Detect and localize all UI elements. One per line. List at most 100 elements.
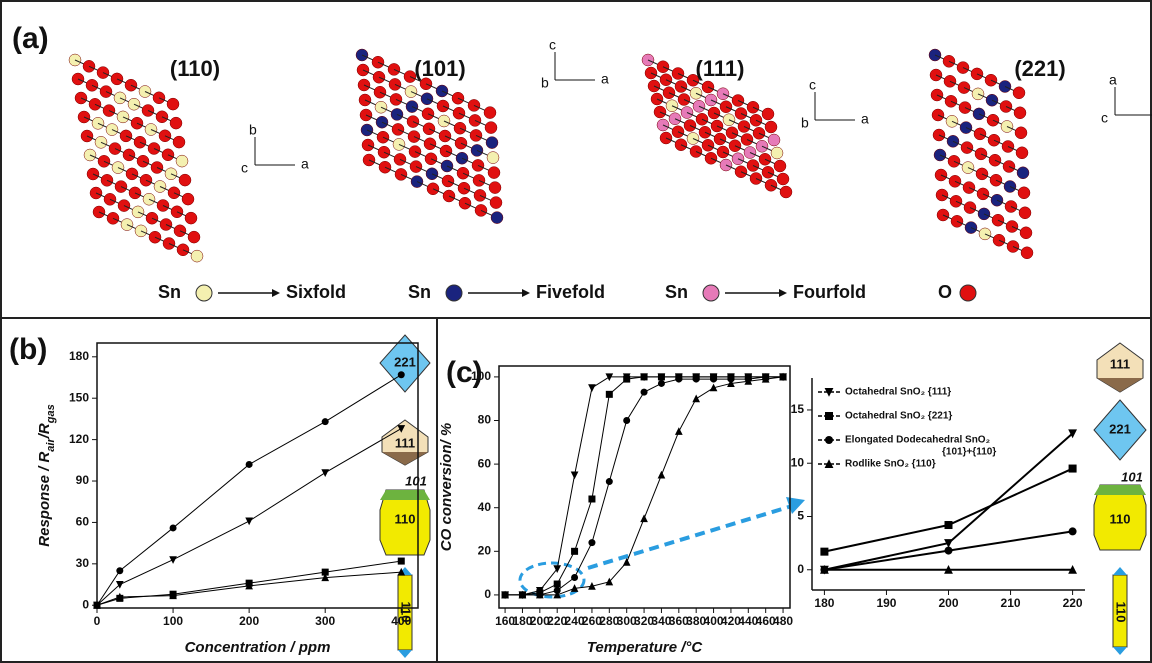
marker [571, 574, 578, 581]
legend-marker [825, 436, 833, 444]
x-axis-label: Temperature /°C [587, 639, 704, 656]
atom [1020, 227, 1032, 239]
atom [488, 167, 500, 179]
legend-label: Fivefold [536, 282, 605, 302]
y-tick-label: 10 [791, 455, 805, 469]
atom [372, 56, 384, 68]
y-tick-label: 60 [76, 515, 90, 529]
marker [641, 389, 648, 396]
x-tick-label: 220 [1063, 596, 1083, 610]
axis-letter: a [861, 111, 869, 127]
atom [191, 250, 203, 262]
figure: (a)(110)(101)(111)(221)bcacbacbaacbSnSix… [0, 0, 1152, 663]
y-tick-label: 180 [69, 349, 89, 363]
marker [675, 427, 683, 435]
atom [771, 147, 783, 159]
x-tick-label: 180 [814, 596, 834, 610]
atom [170, 117, 182, 129]
series-line [97, 429, 401, 606]
atom [774, 160, 786, 172]
atom [1016, 147, 1028, 159]
marker [1069, 465, 1077, 473]
octahedron-facet [382, 452, 428, 465]
marker [606, 391, 613, 398]
marker [588, 384, 596, 392]
marker [623, 417, 630, 424]
y-tick-label: 5 [797, 509, 804, 523]
axis-letter: c [809, 77, 816, 93]
legend-atom [196, 285, 212, 301]
legend-arrow-head [522, 289, 530, 297]
marker [170, 524, 177, 531]
plane-label: (110) [170, 56, 220, 81]
atom [489, 182, 501, 194]
zoom-arrow [588, 506, 792, 568]
marker [588, 539, 595, 546]
prism-facet [1094, 485, 1146, 495]
axis-letter: b [249, 122, 257, 138]
axis-letter: b [541, 75, 549, 91]
axis-letter: c [549, 37, 556, 53]
rod-tip [1113, 567, 1127, 575]
y-axis-label-part: /R [36, 423, 53, 439]
x-tick-label: 200 [239, 614, 259, 628]
y-axis-label-part: Response / R [36, 452, 53, 547]
marker [945, 521, 953, 529]
y-axis-label-part: CO conversion/ % [438, 423, 455, 551]
y-axis-label: Response / Rair/Rgas [36, 404, 57, 546]
axis-letter: a [601, 71, 609, 87]
marker [658, 373, 665, 380]
marker [820, 548, 828, 556]
legend-label: Fourfold [793, 282, 866, 302]
legend-label: Octahedral SnO₂ {111} [845, 387, 951, 398]
shape-label: 110 [1110, 511, 1131, 526]
shape-label: 101 [405, 473, 427, 488]
legend-label: Sn [665, 282, 688, 302]
legend-label: Elongated Dodecahedral SnO₂ [845, 435, 990, 446]
atom [485, 122, 497, 134]
marker [588, 495, 595, 502]
x-tick-label: 480 [773, 614, 793, 628]
axis-letter: c [241, 160, 248, 176]
atom [173, 136, 185, 148]
panel-label: (a) [12, 22, 49, 55]
y-tick-label: 40 [478, 500, 492, 514]
legend-label: Sn [158, 282, 181, 302]
series-line [505, 377, 783, 595]
marker [641, 373, 648, 380]
shape-label: 101 [1121, 469, 1143, 484]
shape-label: 221 [1109, 421, 1131, 436]
marker [606, 478, 613, 485]
legend-label: Sixfold [286, 282, 346, 302]
atom [486, 137, 498, 149]
legend-label: Octahedral SnO₂ {221} [845, 411, 952, 422]
prism-facet [380, 490, 430, 500]
legend-label: O [938, 282, 952, 302]
marker [169, 556, 177, 564]
series-line [505, 377, 783, 595]
marker [321, 469, 329, 477]
panel-label: (c) [446, 356, 483, 389]
atom [179, 174, 191, 186]
x-tick-label: 300 [315, 614, 335, 628]
y-tick-label: 0 [484, 587, 491, 601]
atom [182, 193, 194, 205]
atom [768, 134, 780, 146]
x-tick-label: 210 [1001, 596, 1021, 610]
marker [571, 472, 579, 480]
shape-label: 111 [1110, 356, 1130, 371]
axis-letter: c [1101, 110, 1108, 126]
marker [322, 418, 329, 425]
x-tick-label: 190 [876, 596, 896, 610]
crystal-structures [69, 49, 1033, 262]
marker [658, 380, 665, 387]
legend-marker [825, 412, 833, 420]
y-tick-label: 0 [797, 562, 804, 576]
plot-frame [499, 366, 790, 608]
y-tick-label: 150 [69, 390, 89, 404]
series-line [505, 377, 783, 595]
atom [1013, 87, 1025, 99]
atom [167, 98, 179, 110]
y-axis-label: CO conversion/ % [438, 423, 455, 551]
legend-atom [703, 285, 719, 301]
